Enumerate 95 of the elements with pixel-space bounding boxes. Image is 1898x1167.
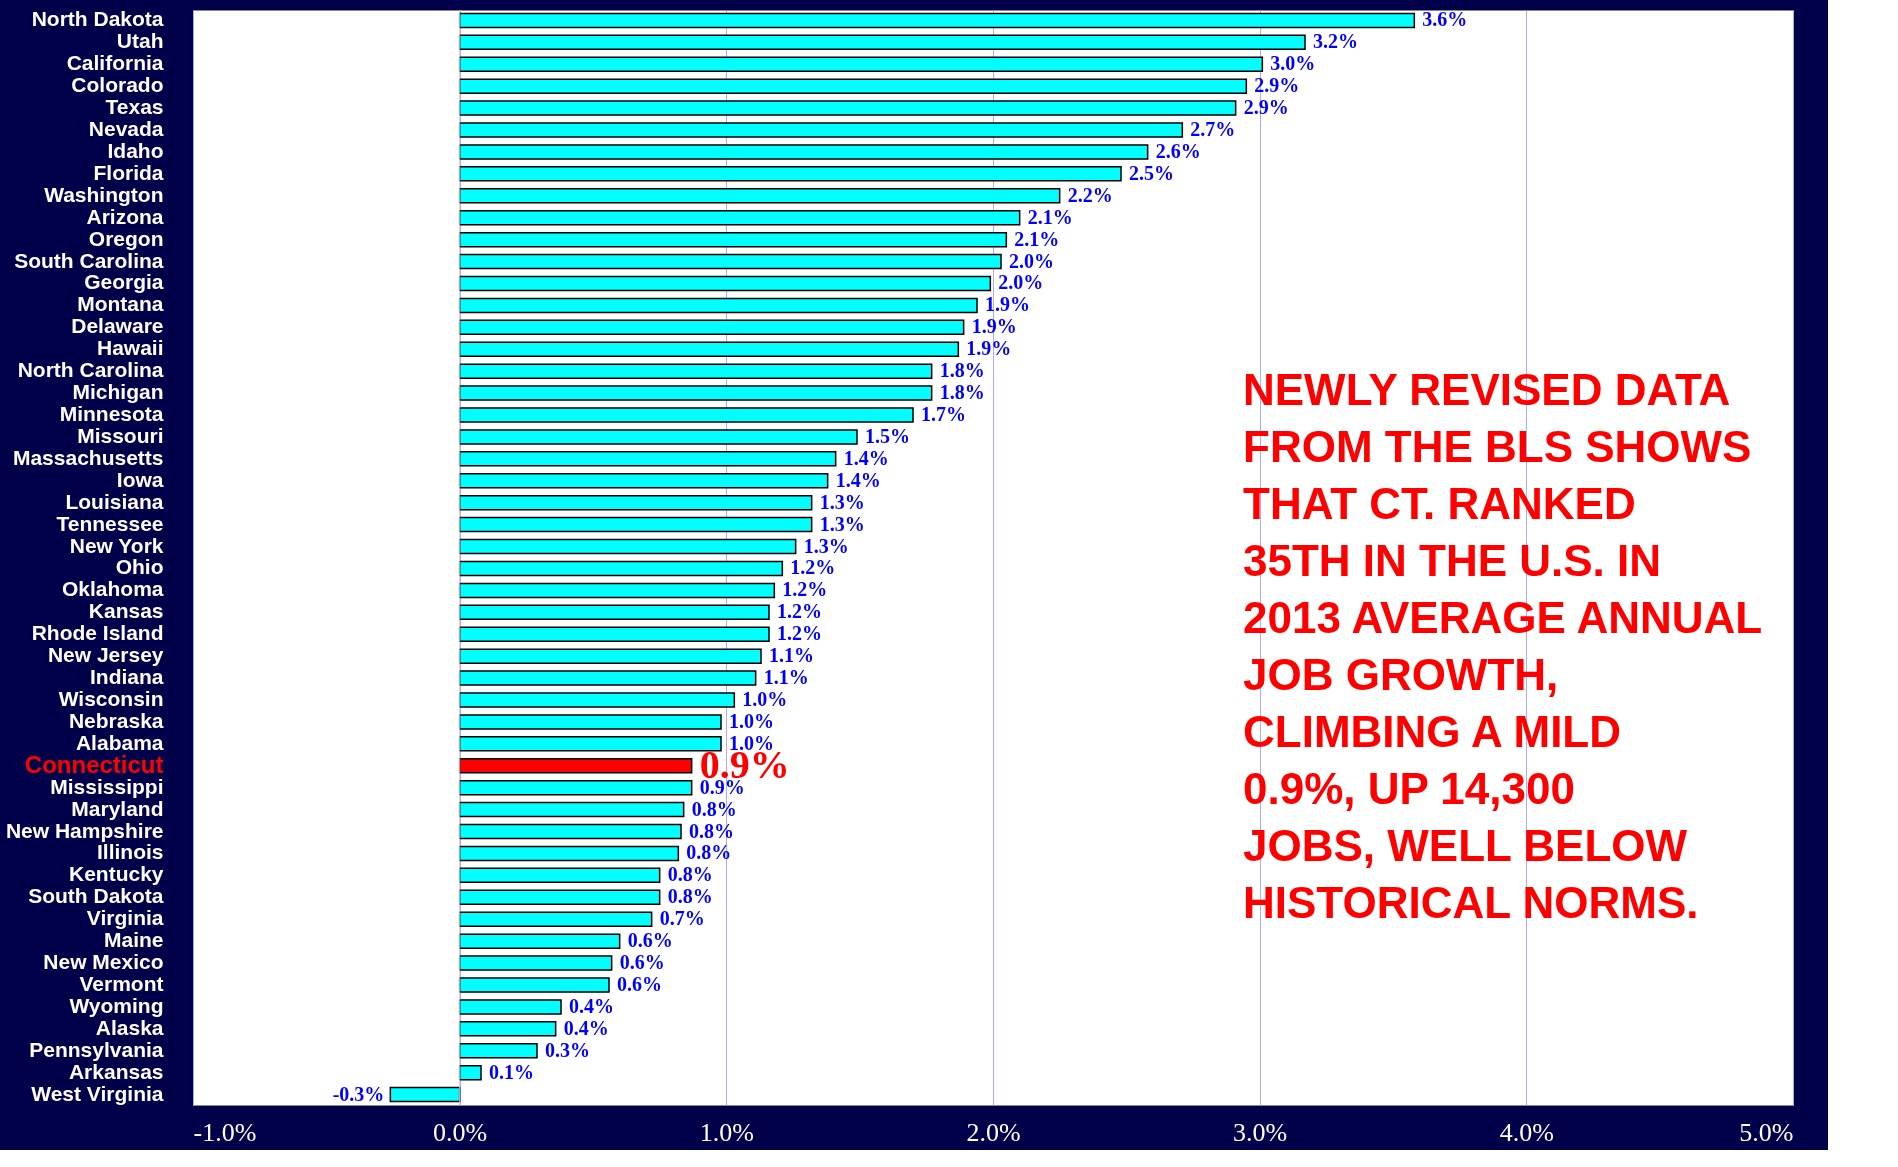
y-tick-label: Kentucky: [68, 862, 164, 886]
x-tick-label: 0.0%: [433, 1117, 488, 1147]
y-tick-label: Utah: [116, 29, 164, 53]
y-tick-label: New Jersey: [47, 643, 164, 667]
y-tick-label: Maine: [103, 928, 164, 952]
data-label: -0.3%: [332, 1082, 385, 1105]
y-tick-label: Kansas: [88, 599, 164, 623]
data-label: 0.8%: [667, 863, 713, 886]
y-tick-label: Ohio: [115, 555, 164, 579]
data-label: 2.0%: [1009, 249, 1054, 272]
data-label: 2.9%: [1243, 96, 1289, 119]
y-tick-label: South Dakota: [28, 884, 164, 908]
y-tick-label: Oregon: [88, 226, 164, 250]
data-label: 3.0%: [1270, 52, 1316, 75]
data-label: 1.0%: [742, 687, 788, 710]
data-label: 1.3%: [819, 512, 865, 535]
y-tick-label: Oklahoma: [61, 577, 164, 601]
y-tick-label: Indiana: [89, 665, 164, 689]
data-label: 2.0%: [998, 271, 1044, 294]
y-tick-label: Hawaii: [96, 336, 164, 360]
data-label: 2.5%: [1129, 161, 1174, 184]
y-tick-label: Nebraska: [68, 708, 164, 732]
y-tick-label: Delaware: [71, 314, 164, 338]
data-label: 1.8%: [939, 359, 985, 382]
y-tick-label: California: [66, 51, 164, 75]
y-tick-label: Iowa: [116, 467, 164, 491]
y-tick-label: New Mexico: [43, 950, 164, 974]
data-label: 1.3%: [803, 534, 849, 557]
data-label: 2.1%: [1014, 227, 1060, 250]
y-tick-label: Vermont: [79, 971, 164, 995]
x-tick-label: 4.0%: [1499, 1117, 1554, 1147]
y-tick-label: Montana: [77, 292, 164, 316]
data-label: 2.6%: [1155, 139, 1201, 162]
y-tick-label: Louisiana: [65, 489, 164, 513]
y-tick-label: New York: [69, 533, 164, 557]
data-label: 1.4%: [835, 468, 881, 491]
data-label: 0.8%: [667, 885, 713, 908]
data-label: 2.2%: [1067, 183, 1113, 206]
data-label: 3.6%: [1422, 8, 1468, 31]
x-tick-label: 3.0%: [1233, 1117, 1288, 1147]
data-label: 1.2%: [782, 578, 828, 601]
data-label: 1.2%: [777, 622, 822, 645]
x-tick-label: 5.0%: [1739, 1117, 1794, 1147]
data-label: 2.1%: [1027, 205, 1073, 228]
y-tick-label: West Virginia: [31, 1081, 164, 1105]
data-label: 0.8%: [691, 797, 737, 820]
data-label: 1.5%: [865, 424, 910, 447]
data-label: 1.0%: [729, 709, 774, 732]
data-label: 1.9%: [966, 337, 1012, 360]
y-tick-label: Wyoming: [69, 993, 164, 1017]
data-label: 0.8%: [686, 841, 732, 864]
data-label: 0.6%: [627, 929, 673, 952]
y-tick-label: Tennessee: [56, 511, 164, 535]
y-tick-label: Pennsylvania: [29, 1037, 164, 1061]
data-label: 1.7%: [921, 403, 966, 426]
y-tick-label: Georgia: [84, 270, 164, 294]
data-label: 0.4%: [569, 994, 614, 1017]
data-label: 1.9%: [971, 315, 1017, 338]
y-tick-label: Michigan: [72, 380, 164, 404]
data-label: 1.2%: [777, 600, 822, 623]
y-tick-label: Minnesota: [59, 402, 164, 426]
y-tick-label: Idaho: [107, 138, 164, 162]
y-tick-label: Texas: [105, 95, 164, 119]
x-tick-label: -1.0%: [193, 1117, 257, 1147]
data-label: 1.9%: [985, 293, 1030, 316]
y-tick-label: Missouri: [77, 423, 164, 447]
y-tick-label: Nevada: [88, 117, 164, 141]
y-tick-label: Washington: [44, 182, 164, 206]
data-label: 0.4%: [563, 1016, 609, 1039]
data-label: 3.2%: [1313, 30, 1358, 53]
y-tick-label: Florida: [93, 160, 164, 184]
x-tick-label: 1.0%: [699, 1117, 754, 1147]
data-label: 1.2%: [790, 556, 836, 579]
y-tick-label: North Dakota: [31, 7, 164, 31]
y-tick-label: Colorado: [71, 73, 164, 97]
data-label: 0.8%: [689, 819, 734, 842]
y-tick-label: Massachusetts: [12, 445, 164, 469]
data-label: 0.1%: [489, 1060, 534, 1083]
data-label: 1.3%: [819, 490, 865, 513]
data-label: 0.3%: [545, 1038, 590, 1061]
x-tick-label: 2.0%: [966, 1117, 1021, 1147]
y-tick-label: Rhode Island: [31, 621, 164, 645]
data-label: 2.7%: [1190, 118, 1236, 141]
data-label: 0.7%: [659, 907, 705, 930]
data-label: 1.8%: [939, 381, 985, 404]
y-tick-label: Virginia: [86, 906, 164, 930]
data-label: 1.1%: [763, 666, 809, 689]
data-label: 0.6%: [619, 951, 665, 974]
data-label: 0.6%: [617, 972, 662, 995]
data-label: 1.1%: [769, 644, 814, 667]
y-tick-label: Wisconsin: [58, 686, 164, 710]
text: NEWLY REVISED DATA FROM THE BLS SHOWS THAT CT. RANKED 35TH IN THE U.S. IN 2013 AVERAGE ANNUAL JOB GROWTH, CLIMBING A MILD 0.9%, UP 14,300 JOBS, WELL BELOW HISTORICAL NORMS.: [1243, 365, 1763, 927]
data-label: 1.4%: [843, 446, 889, 469]
data-label: 2.9%: [1254, 74, 1300, 97]
y-tick-label: North Carolina: [17, 358, 164, 382]
